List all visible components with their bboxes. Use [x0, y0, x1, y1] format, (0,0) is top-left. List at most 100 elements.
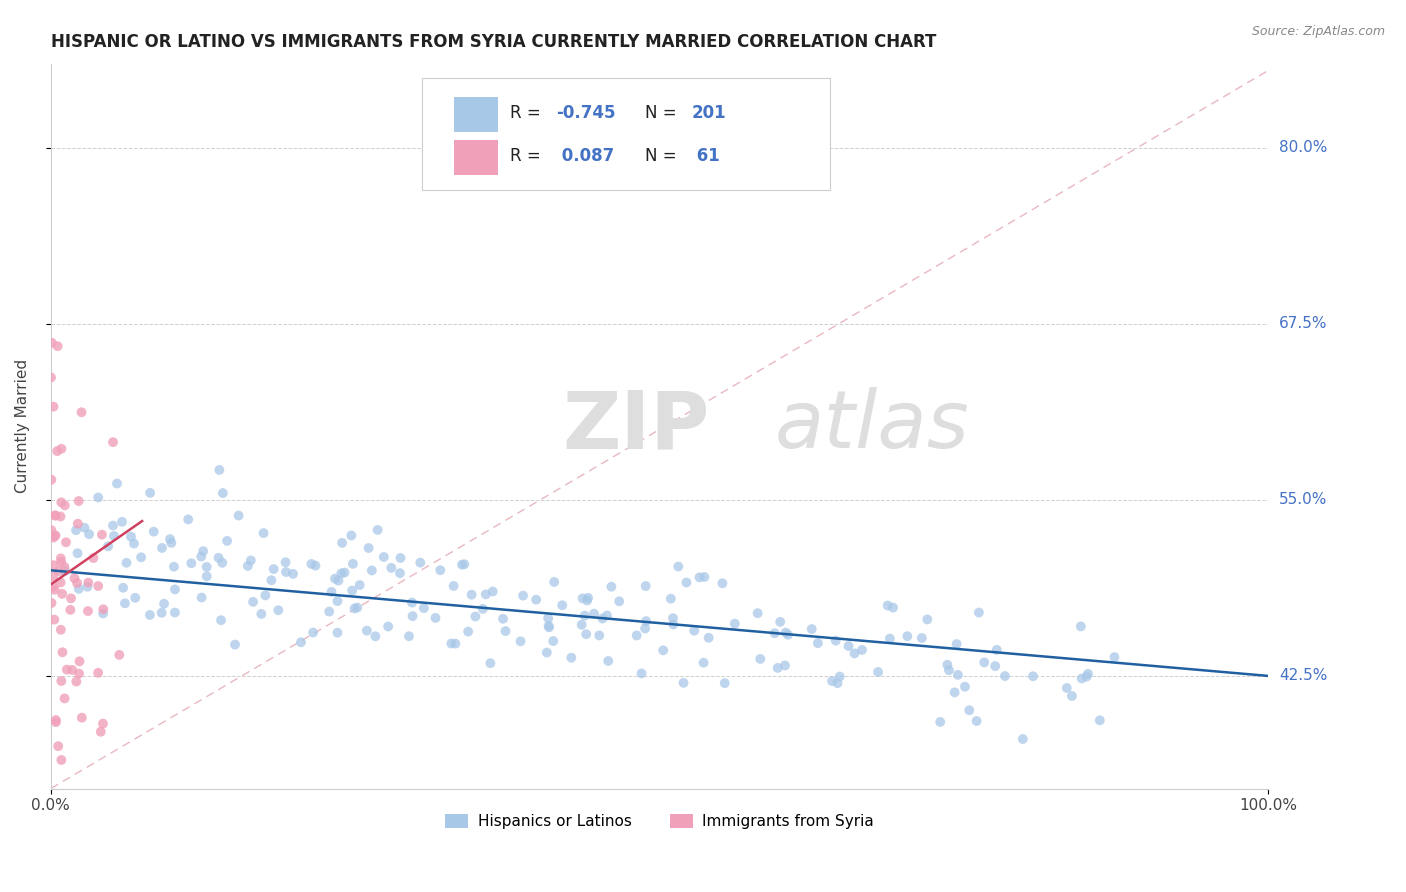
Point: [49, 555, 72, 569]
Point: [91, 607, 114, 621]
Point: [464, 609, 486, 624]
Point: [66, 546, 89, 560]
Point: [51, 753, 73, 767]
Point: [190, 591, 212, 605]
Text: 61: 61: [692, 146, 720, 165]
Point: [957, 703, 980, 717]
FancyBboxPatch shape: [454, 140, 498, 176]
Point: [122, 536, 145, 550]
Point: [388, 566, 411, 581]
Point: [108, 648, 131, 662]
Point: [124, 591, 146, 605]
Point: [49, 551, 72, 566]
Point: [675, 575, 697, 590]
Point: [576, 591, 599, 605]
Point: [588, 628, 610, 642]
Point: [51, 495, 73, 509]
Point: [460, 588, 482, 602]
Point: [318, 605, 340, 619]
Point: [457, 624, 479, 639]
Point: [190, 549, 212, 564]
Point: [598, 654, 620, 668]
Point: [211, 486, 233, 500]
Point: [824, 633, 846, 648]
Point: [636, 614, 658, 628]
Point: [349, 578, 371, 592]
Point: [429, 563, 451, 577]
Point: [48, 564, 70, 578]
Point: [59, 591, 82, 606]
Point: [343, 601, 366, 615]
Point: [524, 592, 547, 607]
Point: [659, 591, 682, 606]
Point: [443, 579, 465, 593]
Point: [936, 657, 959, 672]
Point: [91, 602, 114, 616]
Point: [711, 576, 734, 591]
Point: [263, 562, 285, 576]
Point: [195, 560, 218, 574]
Point: [46, 339, 69, 353]
Point: [55, 535, 77, 549]
Point: [44, 508, 66, 523]
Legend: Hispanics or Latinos, Immigrants from Syria: Hispanics or Latinos, Immigrants from Sy…: [439, 807, 880, 835]
Point: [537, 619, 560, 633]
Point: [66, 576, 89, 591]
Point: [53, 564, 76, 578]
Point: [346, 600, 368, 615]
Point: [973, 656, 995, 670]
Point: [773, 658, 796, 673]
Point: [1011, 732, 1033, 747]
Text: 201: 201: [692, 103, 725, 121]
Point: [769, 615, 792, 629]
Point: [492, 612, 515, 626]
Point: [342, 557, 364, 571]
Point: [634, 622, 657, 636]
Point: [551, 599, 574, 613]
Point: [917, 612, 939, 626]
Point: [444, 637, 467, 651]
Point: [1077, 666, 1099, 681]
Point: [775, 625, 797, 640]
Text: 67.5%: 67.5%: [1279, 317, 1327, 332]
Point: [946, 668, 969, 682]
Text: 80.0%: 80.0%: [1279, 140, 1327, 155]
Point: [42, 569, 65, 583]
Point: [986, 643, 1008, 657]
Point: [70, 711, 93, 725]
Point: [479, 656, 502, 670]
Point: [571, 617, 593, 632]
Text: 42.5%: 42.5%: [1279, 668, 1327, 683]
Point: [412, 601, 434, 615]
Point: [367, 523, 389, 537]
Point: [929, 714, 952, 729]
Point: [747, 606, 769, 620]
Point: [575, 627, 598, 641]
Point: [409, 556, 432, 570]
Point: [59, 603, 82, 617]
Point: [177, 512, 200, 526]
Point: [97, 539, 120, 553]
Point: [509, 634, 531, 648]
Point: [851, 643, 873, 657]
Point: [330, 536, 353, 550]
Point: [360, 564, 382, 578]
Point: [260, 573, 283, 587]
Point: [236, 558, 259, 573]
Point: [340, 583, 363, 598]
Point: [356, 624, 378, 638]
Text: -0.745: -0.745: [555, 103, 616, 121]
Point: [69, 654, 91, 668]
Point: [321, 585, 343, 599]
Point: [328, 574, 350, 588]
Point: [652, 643, 675, 657]
Point: [51, 587, 73, 601]
Point: [626, 628, 648, 642]
Point: [51, 645, 73, 659]
Point: [42, 400, 65, 414]
Point: [821, 673, 844, 688]
Point: [252, 526, 274, 541]
Point: [49, 509, 72, 524]
Point: [953, 680, 976, 694]
Point: [76, 580, 98, 594]
